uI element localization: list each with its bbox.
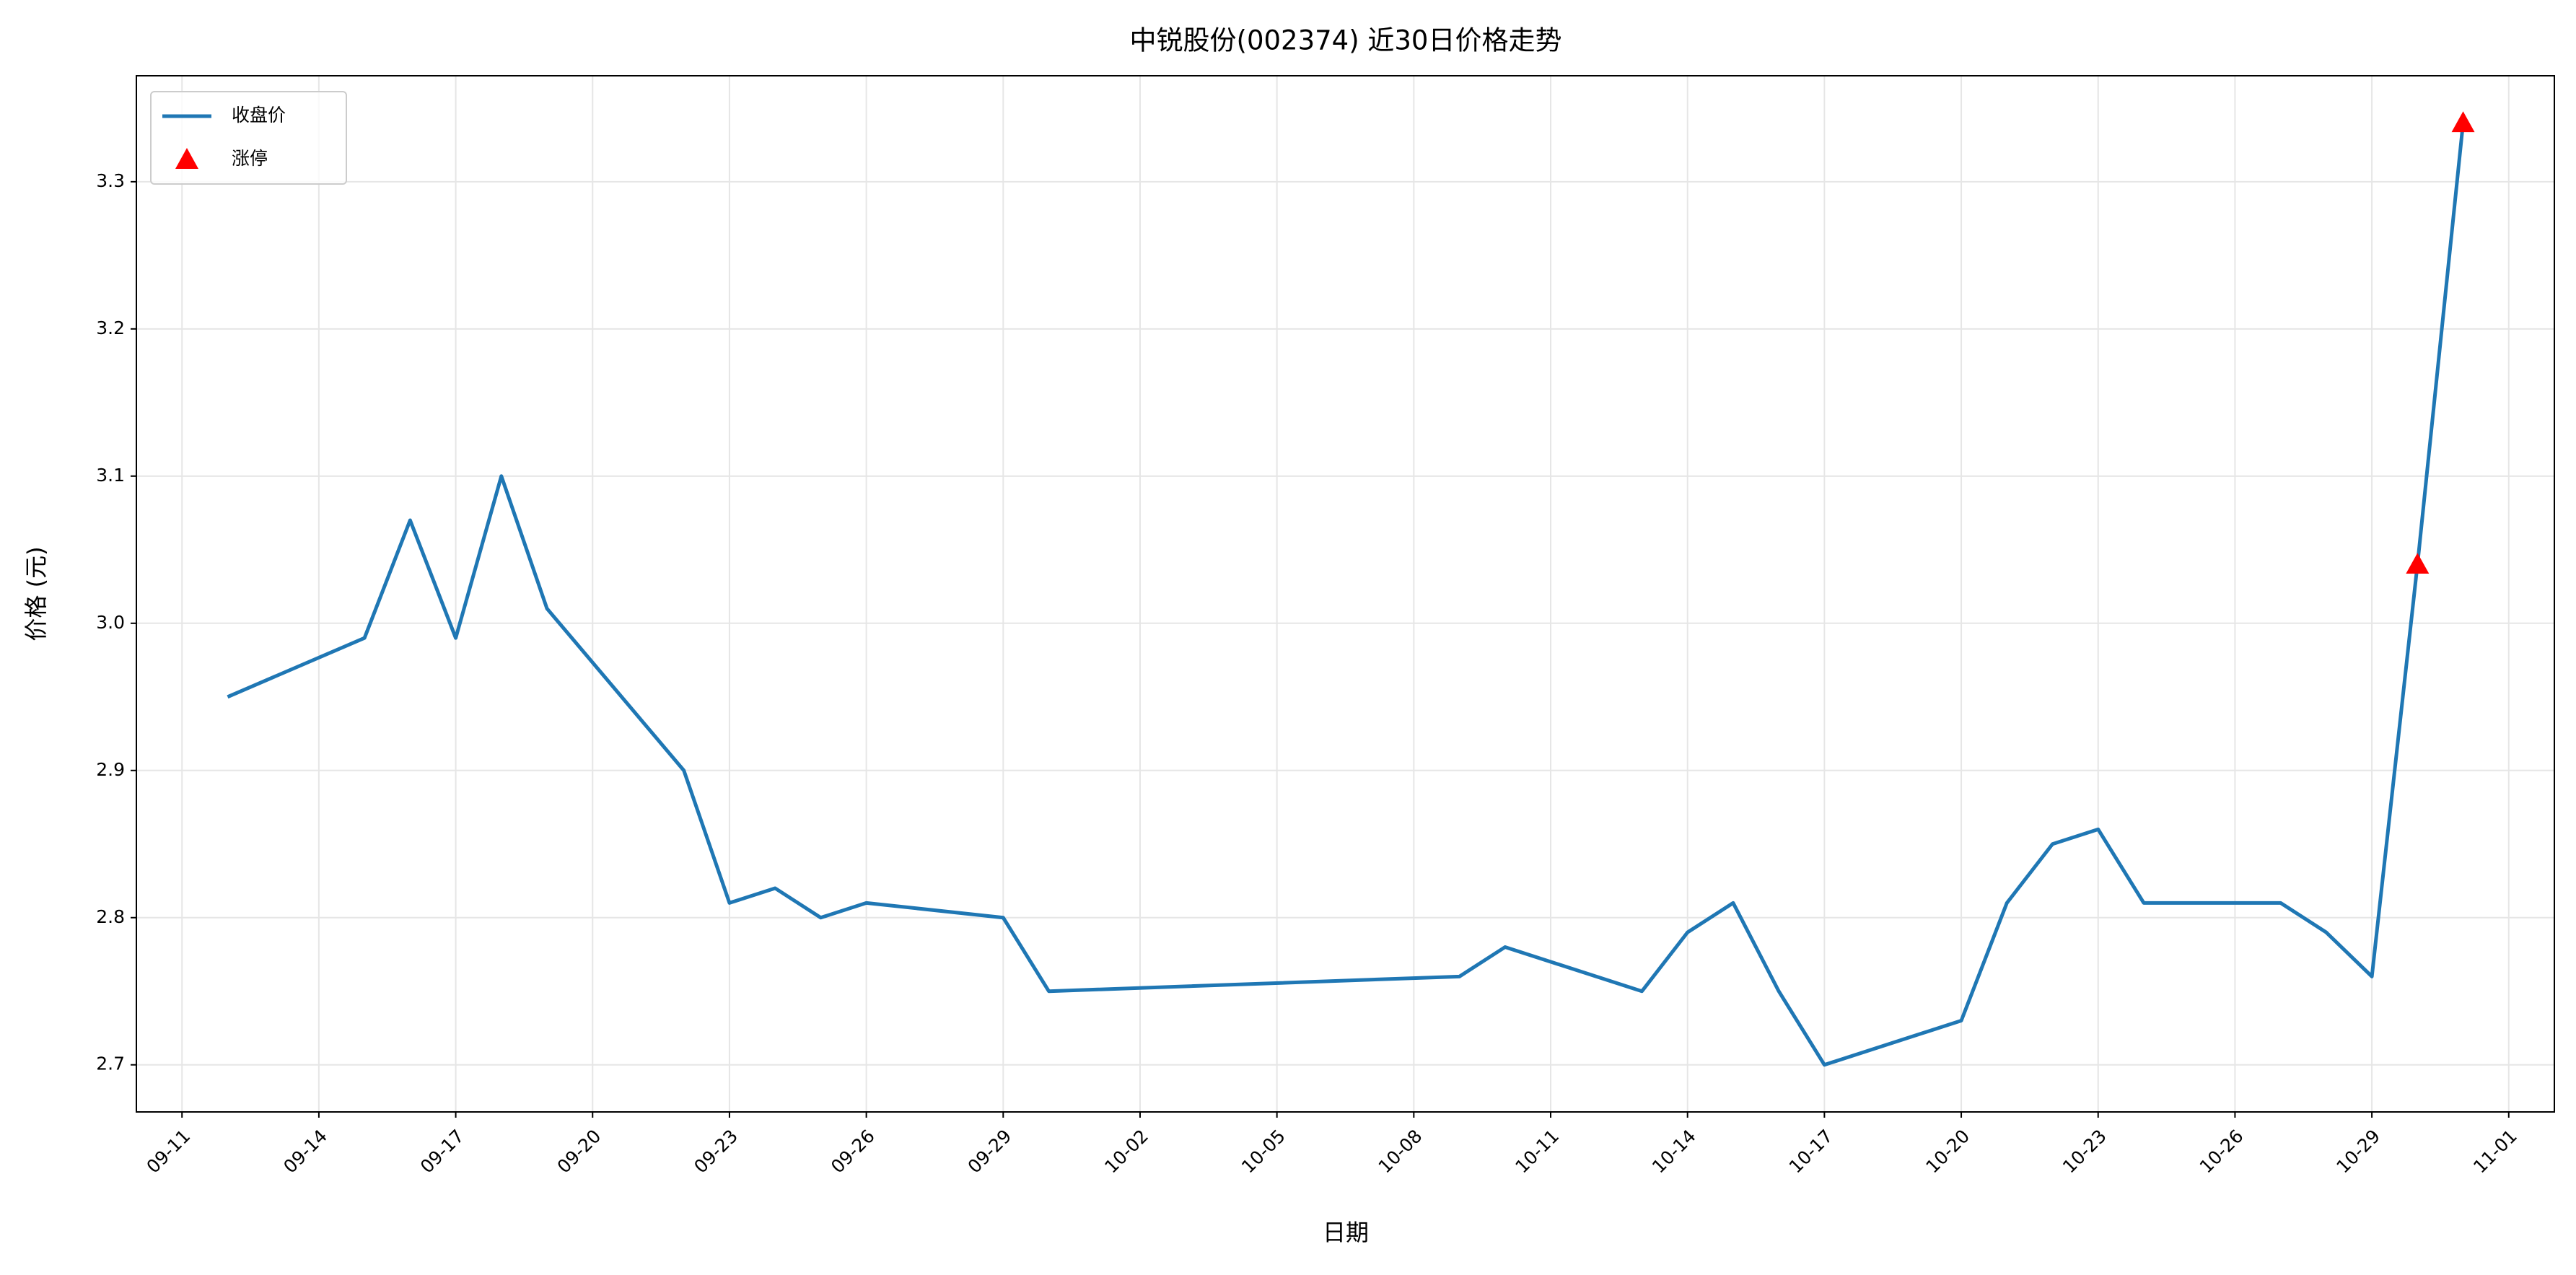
x-axis-label: 日期 (1323, 1219, 1369, 1246)
price-line (227, 123, 2466, 1067)
limit-up-marker (2451, 111, 2475, 133)
y-tick-label: 3.3 (96, 170, 125, 191)
plot-frame (136, 75, 2555, 1113)
y-tick-label: 2.8 (96, 906, 125, 927)
y-tick-label: 3.1 (96, 465, 125, 486)
y-tick-label: 2.9 (96, 759, 125, 780)
y-tick-label: 3.2 (96, 317, 125, 338)
y-tick-label: 3.0 (96, 612, 125, 633)
chart-title: 中锐股份(002374) 近30日价格走势 (1130, 25, 1562, 56)
legend-label: 收盘价 (232, 105, 286, 126)
limit-up-marker (2406, 553, 2430, 574)
y-axis-label: 价格 (元) (22, 546, 50, 641)
legend-marker (175, 148, 198, 169)
legend-label: 涨停 (232, 148, 268, 169)
y-tick-label: 2.7 (96, 1053, 125, 1074)
